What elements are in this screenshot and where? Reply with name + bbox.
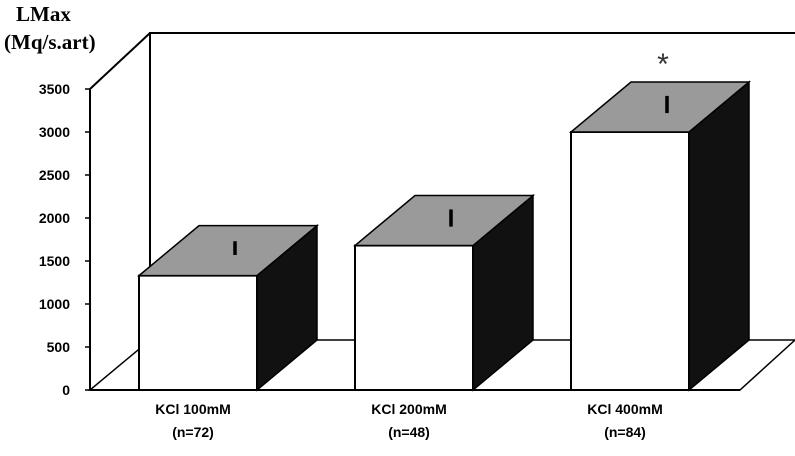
bar-front — [138, 274, 258, 391]
bar-top — [352, 194, 536, 247]
x-tick-sublabel: (n=72) — [172, 424, 214, 440]
bar-top — [136, 224, 320, 277]
significance-marker: * — [657, 48, 669, 81]
x-tick-label: KCl 100mM — [155, 401, 230, 417]
bar-front — [570, 131, 690, 391]
y-tick-label: 1500 — [39, 253, 70, 269]
y-tick-label: 3000 — [39, 124, 70, 140]
x-tick-label: KCl 200mM — [371, 401, 446, 417]
y-tick-label: 500 — [47, 339, 71, 355]
left-wall-edge — [89, 32, 151, 90]
bar-front — [354, 244, 474, 391]
bar-top — [568, 81, 752, 133]
y-axis-label-line2: (Mq/s.art) — [4, 30, 96, 54]
y-tick-label: 1000 — [39, 296, 70, 312]
x-tick-label: KCl 400mM — [587, 401, 662, 417]
x-tick-sublabel: (n=48) — [388, 424, 430, 440]
bar-side — [688, 80, 750, 392]
y-tick-label: 2000 — [39, 210, 70, 226]
y-tick-label: 3500 — [39, 81, 70, 97]
y-tick-label: 0 — [62, 382, 70, 398]
y-axis-label-line1: LMax — [16, 2, 71, 26]
y-tick-label: 2500 — [39, 167, 70, 183]
x-tick-sublabel: (n=84) — [604, 424, 646, 440]
